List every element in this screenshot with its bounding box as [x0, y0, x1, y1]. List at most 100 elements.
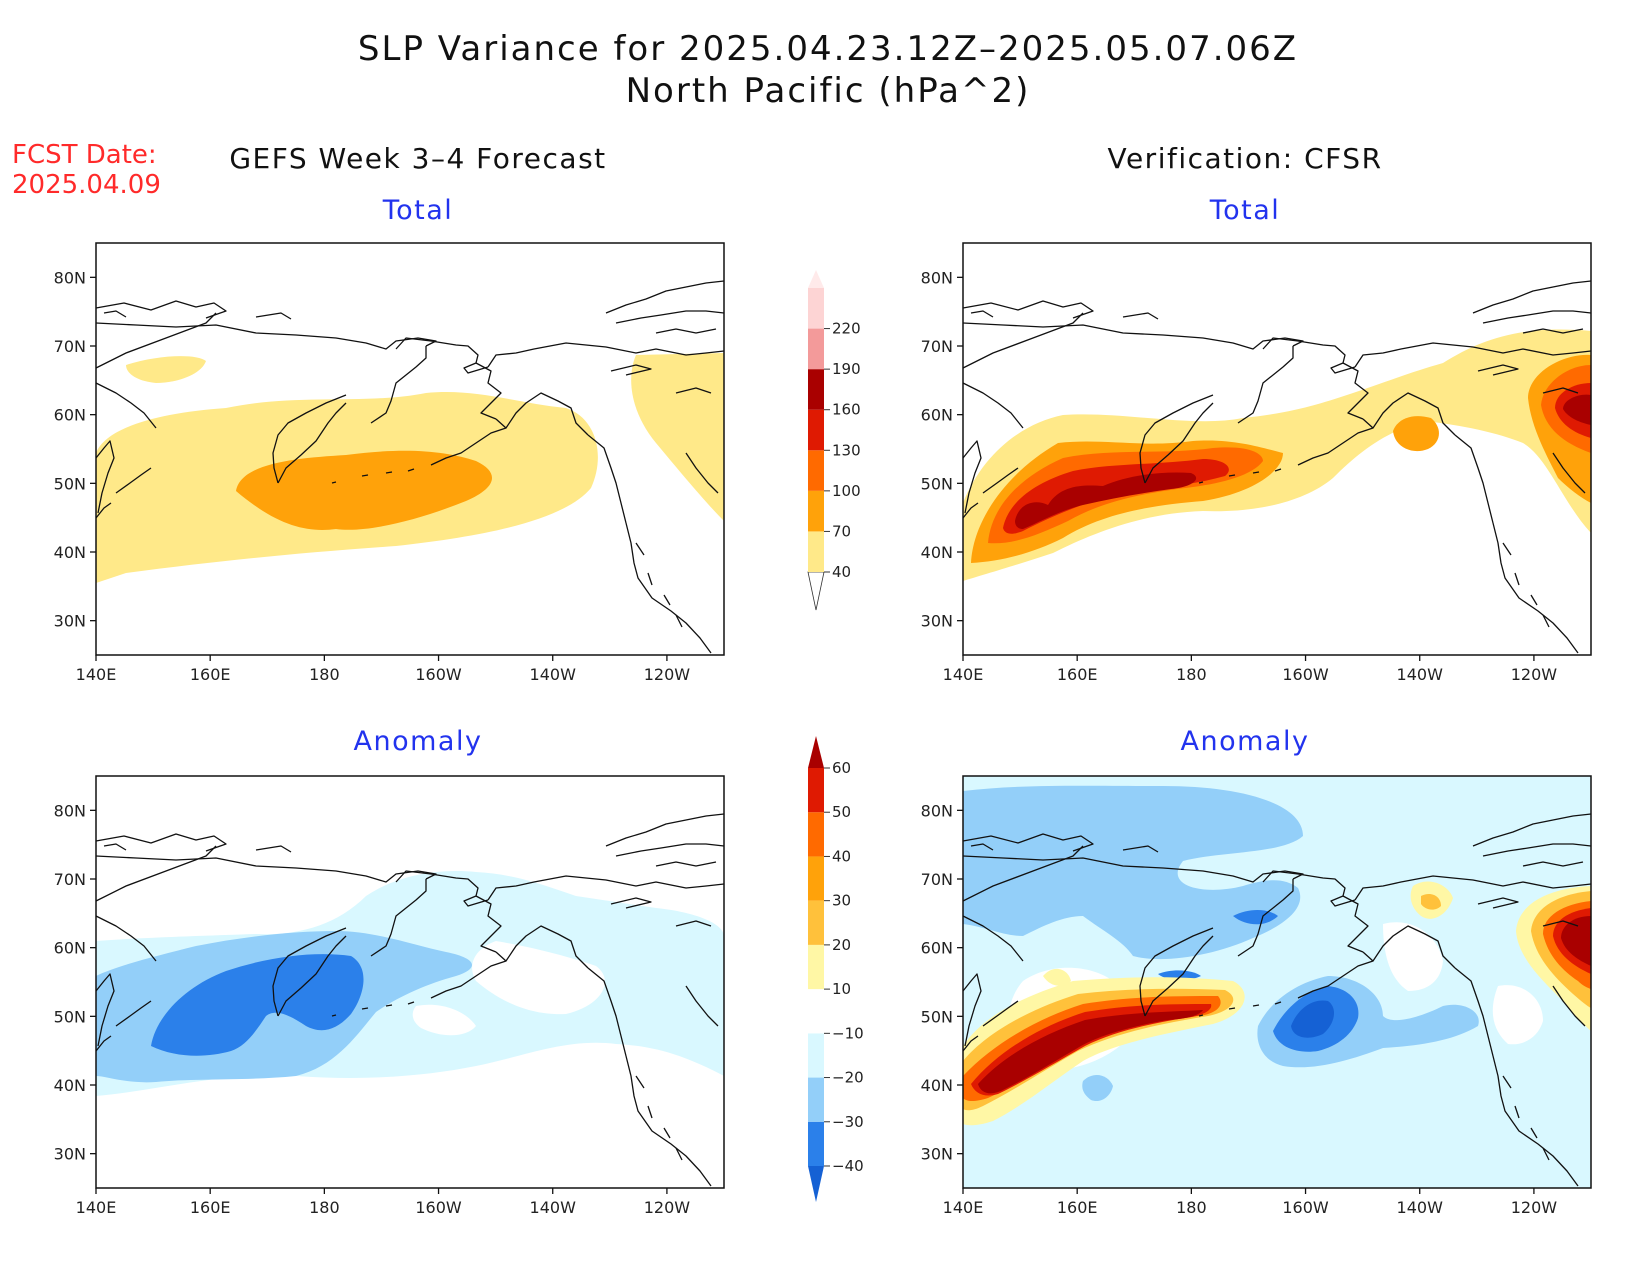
total-colorbar-box [808, 450, 824, 491]
fc-total-xtick-label: 140W [530, 665, 577, 684]
total-colorbar-label: 130 [832, 441, 861, 459]
ver-anom-shade-pos60 [978, 1010, 1203, 1094]
fc-total-xtick-label: 140E [76, 665, 117, 684]
ver-anom-title: Anomaly [1181, 726, 1310, 757]
ver-total-title: Total [1209, 195, 1281, 226]
anomaly-colorbar-label: 20 [832, 936, 851, 954]
anomaly-colorbar-box [808, 944, 824, 990]
right-column-title: Verification: CFSR [1107, 142, 1382, 175]
total-colorbar-min-triangle [807, 571, 825, 611]
ver-total-xtick-label: 160E [1057, 665, 1098, 684]
fc-anom-ytick-label: 80N [54, 801, 86, 820]
ver-total-xtick-label: 120W [1511, 665, 1558, 684]
ver-total-ytick-label: 50N [921, 474, 953, 493]
total-colorbar-max-triangle [808, 270, 824, 288]
ver-anom-shade-40 [1291, 1000, 1335, 1038]
total-colorbar-label: 220 [832, 320, 861, 338]
ver-anom-xtick-label: 120W [1511, 1198, 1558, 1217]
anomaly-colorbar-box [808, 1077, 824, 1122]
ver-anom-xtick-label: 160W [1282, 1198, 1329, 1217]
fc-total-ytick-label: 70N [54, 337, 86, 356]
anomaly-colorbar-box [808, 1033, 824, 1078]
figure-title: SLP Variance for 2025.04.23.12Z–2025.05.… [358, 29, 1298, 69]
fcst-label: FCST Date: [12, 140, 157, 170]
fc-anom-xtick-label: 160W [415, 1198, 462, 1217]
fcst-date: 2025.04.09 [12, 170, 161, 200]
ver-anom-ytick-label: 50N [921, 1007, 953, 1026]
total-colorbar-label: 190 [832, 360, 861, 378]
anomaly-colorbar-label: −40 [832, 1157, 864, 1175]
total-colorbar-box [808, 288, 824, 329]
left-column-title: GEFS Week 3–4 Forecast [229, 142, 606, 175]
fc-total-ytick-label: 60N [54, 406, 86, 425]
ver-anom-ytick-label: 70N [921, 870, 953, 889]
ver-anom-shade-20 [963, 785, 1303, 960]
figure-subtitle: North Pacific (hPa^2) [626, 71, 1031, 111]
fc-anom-xtick-label: 140W [530, 1198, 577, 1217]
ver-anom-xtick-label: 140W [1397, 1198, 1444, 1217]
anomaly-colorbar-box [808, 900, 824, 945]
ver-total-xtick-label: 140E [943, 665, 984, 684]
fc-total-shade-40b [126, 356, 206, 383]
ver-total-shade-160 [1015, 472, 1197, 529]
total-colorbar-box [808, 490, 824, 532]
fc-total-ytick-label: 80N [54, 268, 86, 287]
anomaly-colorbar-label: −30 [832, 1113, 864, 1131]
ver-anom-shade-pos10c [1043, 968, 1071, 986]
ver-total-ytick-label: 70N [921, 337, 953, 356]
ver-total-xtick-label: 160W [1282, 665, 1329, 684]
fc-anom-hole-1 [472, 941, 605, 1015]
ver-total-ytick-label: 60N [921, 406, 953, 425]
fc-total-map [95, 242, 725, 656]
ver-anom-white-2 [1383, 922, 1443, 991]
total-colorbar-box [808, 409, 824, 451]
anomaly-colorbar-max-triangle [808, 736, 824, 768]
map-axes: 140E 160E 180 160W 140W 120W 80N 70N 60N 50N 40N 30… [54, 268, 1558, 1217]
fc-anom-ytick-label: 40N [54, 1076, 86, 1095]
ver-anom-ytick-label: 80N [921, 801, 953, 820]
fc-total-title: Total [382, 195, 454, 226]
ver-total-xtick-label: 180 [1176, 665, 1207, 684]
fc-anom-ytick-label: 70N [54, 870, 86, 889]
fc-total-xtick-label: 120W [644, 665, 691, 684]
ver-anom-white-3 [1492, 985, 1543, 1045]
fc-anom-title: Anomaly [354, 726, 483, 757]
fc-anom-xtick-label: 120W [644, 1198, 691, 1217]
ver-total-shade-70b [1393, 416, 1439, 452]
fc-anom-map [95, 775, 725, 1189]
fc-total-ytick-label: 40N [54, 543, 86, 562]
ver-total-shade-160b [1563, 394, 1591, 425]
ver-anom-shade-pos60b [1561, 916, 1591, 966]
anomaly-colorbar-label: 10 [832, 980, 851, 998]
fc-total-xtick-label: 180 [309, 665, 340, 684]
total-colorbar: 40 70 100 130 160 190 220 [807, 270, 861, 611]
ver-total-map [962, 242, 1592, 656]
anomaly-colorbar-box [808, 768, 824, 813]
fc-total-ytick-label: 50N [54, 474, 86, 493]
anomaly-colorbar-label: −20 [832, 1069, 864, 1087]
total-colorbar-box [808, 328, 824, 370]
ver-anom-ytick-label: 30N [921, 1145, 953, 1164]
fc-anom-ytick-label: 60N [54, 939, 86, 958]
ver-anom-shade-pos20b [1421, 894, 1441, 910]
anomaly-colorbar-label: 30 [832, 892, 851, 910]
total-colorbar-label: 160 [832, 401, 861, 419]
anomaly-colorbar-label: −10 [832, 1024, 864, 1042]
anomaly-colorbar-min-triangle [808, 1166, 824, 1202]
total-colorbar-label: 100 [832, 482, 861, 500]
ver-anom-xtick-label: 180 [1176, 1198, 1207, 1217]
fc-anom-hole-2 [412, 1004, 476, 1036]
fc-total-shade-70 [236, 450, 493, 530]
fc-anom-xtick-label: 180 [309, 1198, 340, 1217]
fc-total-ytick-label: 30N [54, 612, 86, 631]
total-colorbar-box [808, 369, 824, 410]
anomaly-colorbar-box [808, 856, 824, 901]
anomaly-colorbar-box [808, 989, 824, 1034]
ver-total-ytick-label: 30N [921, 612, 953, 631]
fc-total-shade-40c [631, 353, 724, 521]
fc-anom-xtick-label: 160E [190, 1198, 231, 1217]
ver-anom-xtick-label: 160E [1057, 1198, 1098, 1217]
fc-total-xtick-label: 160E [190, 665, 231, 684]
fc-total-xtick-label: 160W [415, 665, 462, 684]
ver-total-ytick-label: 80N [921, 268, 953, 287]
